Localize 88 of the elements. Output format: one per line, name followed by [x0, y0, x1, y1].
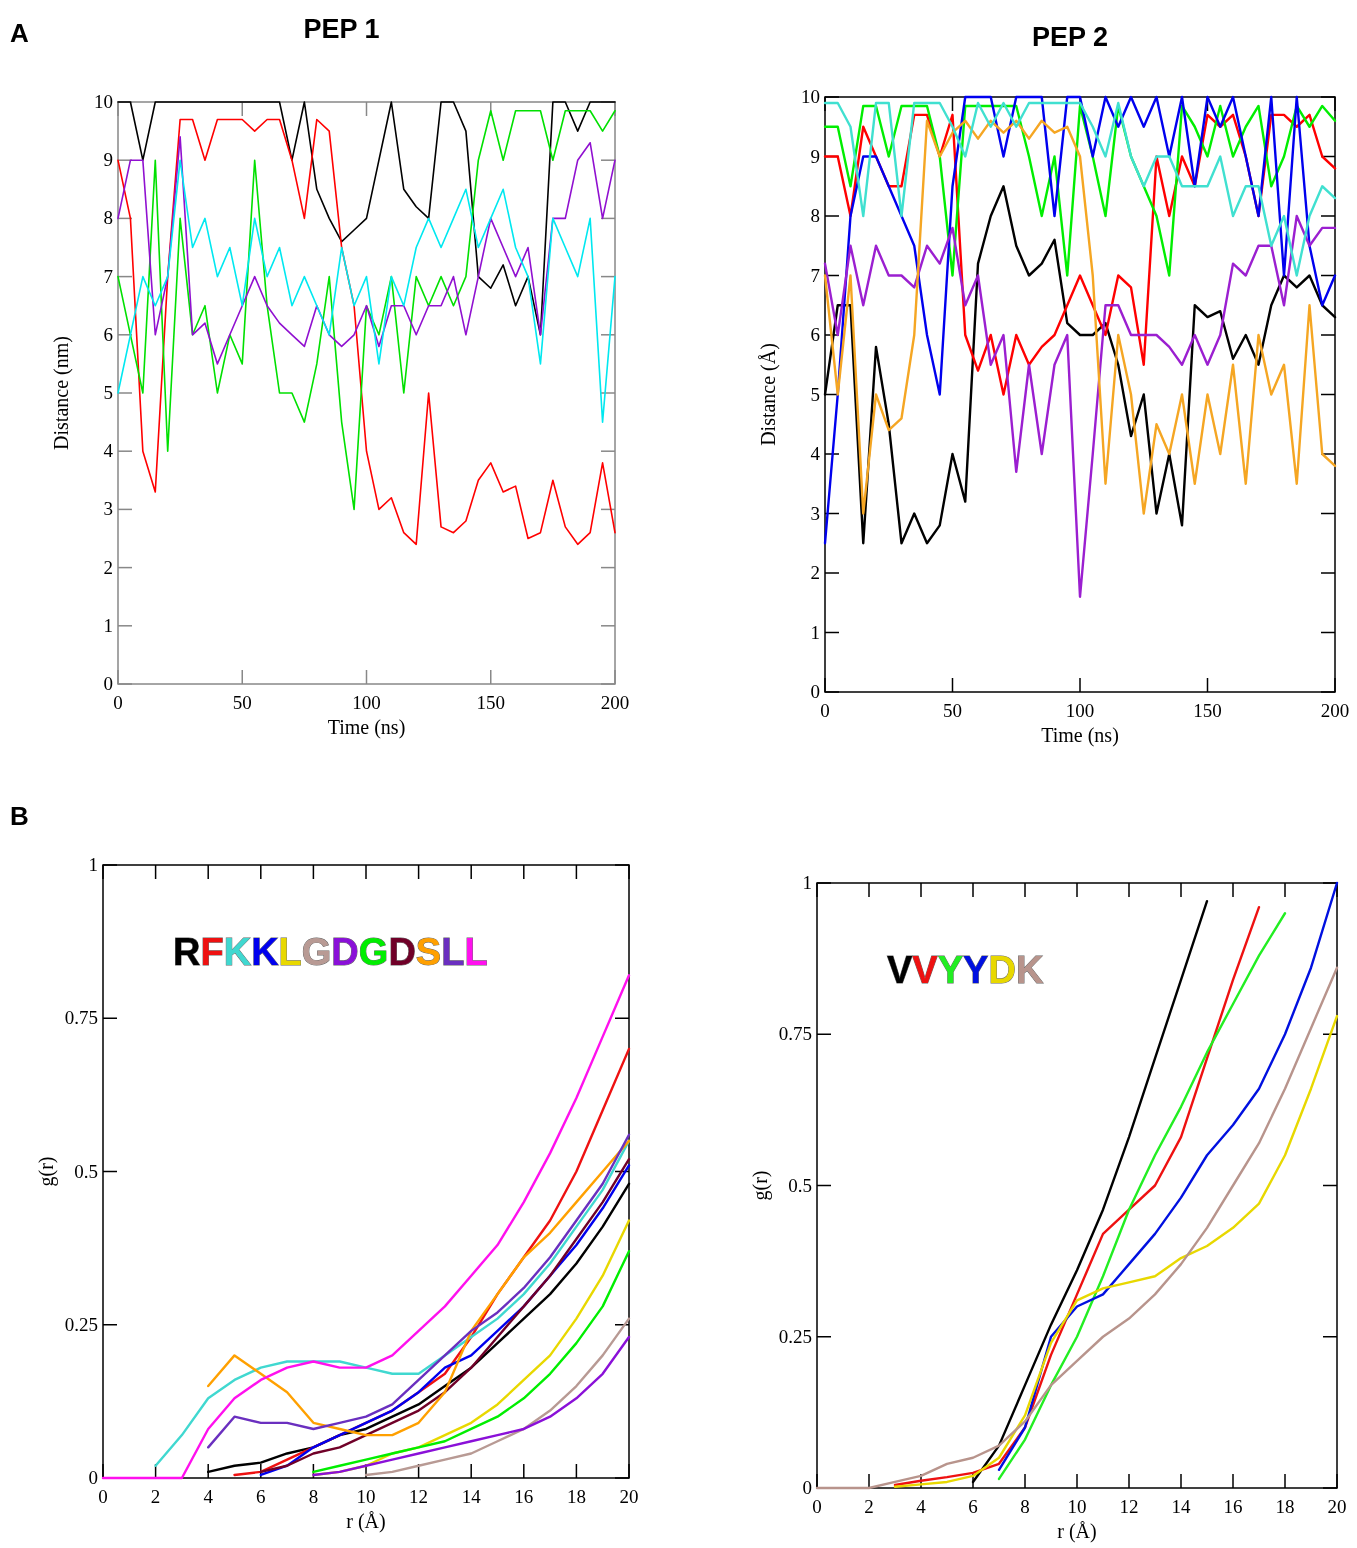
x-tick-label: 100 [1065, 700, 1095, 721]
x-axis-title: Time (ns) [327, 716, 406, 739]
x-tick-label: 18 [566, 1486, 586, 1507]
x-tick-label: 200 [600, 692, 630, 713]
text: K [1015, 949, 1044, 991]
y-tick-label: 5 [810, 383, 820, 405]
y-tick-label: 7 [810, 264, 820, 286]
text: D [988, 949, 1016, 991]
text: R [173, 931, 201, 973]
x-tick-label: 16 [1223, 1496, 1243, 1517]
y-tick-label: 10 [801, 86, 820, 107]
y-tick-label: 9 [103, 149, 113, 171]
x-tick-label: 6 [968, 1496, 978, 1517]
x-tick-label: 150 [1193, 700, 1222, 721]
y-tick-label: 9 [810, 145, 820, 167]
text: G [301, 931, 332, 973]
y-tick-label: 0.75 [778, 1023, 812, 1045]
x-tick-label: 20 [1327, 1496, 1347, 1517]
text: F [200, 931, 224, 973]
y-tick-label: 7 [103, 265, 113, 287]
x-tick-label: 2 [864, 1496, 874, 1517]
y-tick-label: 1 [802, 872, 812, 893]
x-tick-label: 12 [409, 1486, 429, 1507]
text: V [912, 949, 939, 991]
text: L [278, 931, 302, 973]
text: K [223, 931, 252, 973]
x-tick-label: 4 [916, 1496, 927, 1517]
x-tick-label: 4 [203, 1486, 214, 1507]
y-tick-label: 0.75 [64, 1007, 98, 1029]
y-axis-title: Distance (nm) [50, 336, 73, 450]
y-tick-label: 0.5 [74, 1160, 98, 1182]
y-tick-label: 0.25 [778, 1325, 812, 1347]
x-tick-label: 10 [356, 1486, 376, 1507]
chart-title: PEP 1 [303, 14, 380, 44]
text: D [331, 931, 359, 973]
x-tick-label: 12 [1119, 1496, 1139, 1517]
text: L [464, 931, 488, 973]
y-axis-title: Distance (Å) [757, 343, 780, 446]
x-tick-label: 20 [619, 1486, 639, 1507]
y-tick-label: 2 [103, 556, 113, 578]
y-tick-label: 6 [810, 324, 820, 345]
y-tick-label: 1 [103, 614, 113, 636]
x-tick-label: 10 [1067, 1496, 1087, 1517]
x-tick-label: 18 [1275, 1496, 1295, 1517]
y-tick-label: 6 [103, 323, 113, 345]
y-tick-label: 3 [810, 502, 820, 524]
y-tick-label: 5 [103, 382, 113, 403]
x-axis-title: r (Å) [346, 1510, 386, 1533]
y-axis-title: g(r) [35, 1156, 58, 1187]
text: V [887, 949, 913, 991]
y-tick-label: 4 [810, 443, 821, 464]
y-tick-label: 2 [810, 562, 820, 583]
y-axis-title: g(r) [749, 1170, 772, 1201]
x-tick-label: 14 [1171, 1496, 1191, 1517]
x-tick-label: 8 [308, 1486, 319, 1507]
y-tick-label: 4 [103, 440, 114, 462]
x-tick-label: 8 [1020, 1496, 1030, 1517]
x-tick-label: 100 [352, 692, 381, 713]
x-tick-label: 2 [150, 1486, 161, 1507]
chart-title: PEP 2 [1031, 22, 1109, 52]
y-tick-label: 3 [103, 498, 113, 520]
text: D [388, 931, 416, 973]
text: S [415, 931, 442, 973]
y-tick-label: 0 [103, 673, 113, 694]
text: K [251, 931, 280, 973]
text: A [10, 18, 29, 48]
y-tick-label: 0 [88, 1467, 98, 1488]
x-tick-label: 14 [461, 1486, 482, 1507]
text: L [441, 931, 465, 973]
text: B [10, 801, 29, 831]
text: G [358, 931, 389, 973]
x-tick-label: 16 [514, 1486, 534, 1507]
y-tick-label: 0.25 [64, 1313, 98, 1335]
x-axis-title: r (Å) [1057, 1520, 1097, 1543]
x-tick-label: 150 [476, 692, 505, 713]
x-axis-title: Time (ns) [1041, 724, 1119, 747]
y-tick-label: 8 [103, 207, 113, 229]
x-tick-label: 50 [232, 692, 252, 713]
y-tick-label: 0.5 [788, 1174, 812, 1196]
y-tick-label: 1 [810, 621, 820, 643]
y-tick-label: 8 [810, 205, 820, 226]
y-tick-label: 1 [88, 854, 98, 875]
text: Y [937, 949, 964, 991]
text: Y [963, 949, 989, 991]
y-tick-label: 10 [94, 91, 113, 112]
x-tick-label: 200 [1320, 700, 1350, 721]
x-tick-label: 6 [256, 1486, 266, 1507]
x-tick-label: 50 [943, 700, 962, 721]
